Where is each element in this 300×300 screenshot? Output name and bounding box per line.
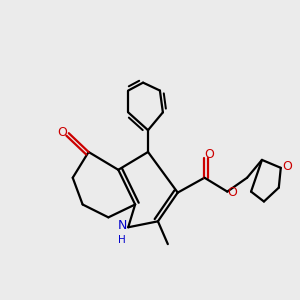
Text: N: N: [118, 219, 127, 232]
Text: H: H: [118, 235, 126, 245]
Text: O: O: [282, 160, 292, 173]
Text: O: O: [57, 126, 67, 139]
Text: O: O: [227, 186, 237, 199]
Text: O: O: [205, 148, 214, 161]
